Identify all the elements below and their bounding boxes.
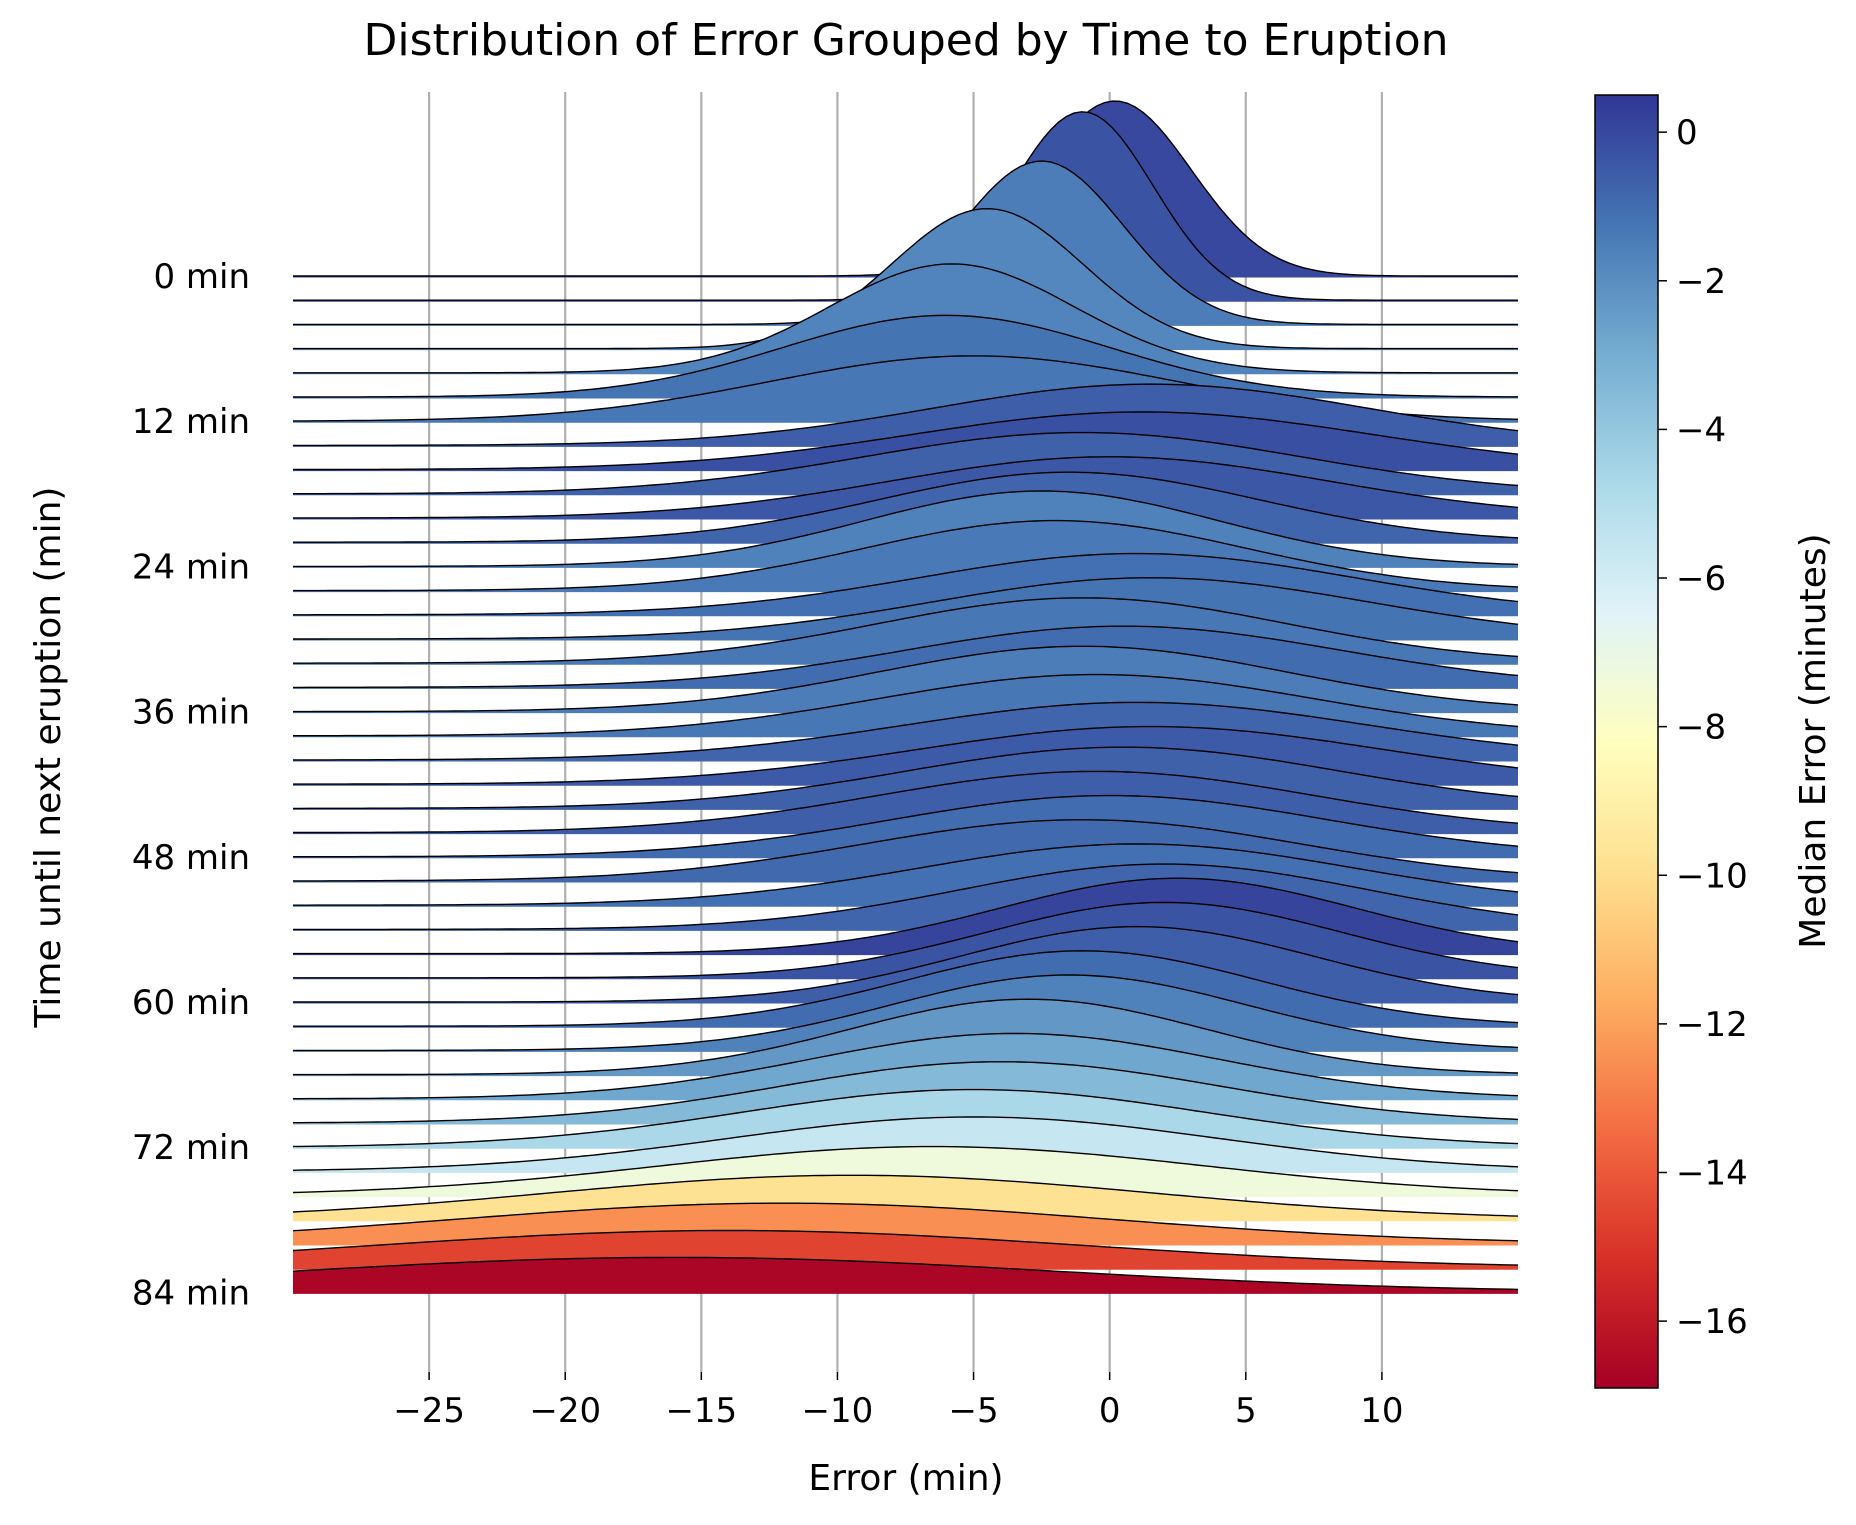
ridge-76-min [292,1145,1519,1198]
x-tick-label: 0 [1099,1391,1121,1431]
x-tick-label: 10 [1360,1391,1403,1431]
ridge-66-min [293,998,1519,1077]
y-tick-label: 60 min [132,983,250,1023]
colorbar-tick-label: 0 [1676,113,1698,153]
ridge-outline [293,1088,1519,1148]
ridge-outline [293,1061,1519,1124]
ridge-outline [293,207,1518,350]
ridge-outline [293,701,1519,761]
colorbar-tick-label: −14 [1676,1154,1748,1194]
ridge-outline [292,1229,1519,1266]
ridge-outline [293,925,1519,1003]
ridge-outline [293,383,1519,447]
ridge-outline [293,998,1519,1076]
ridge-outline [293,411,1519,471]
ridge-74-min [292,1116,1519,1173]
ridge-outline [292,1145,1519,1194]
ridge-outline [293,552,1519,616]
ridge-outline [293,519,1519,592]
ridge-outline [293,794,1519,858]
y-tick-label: 72 min [132,1128,250,1168]
ridge-outline [293,746,1519,810]
x-tick-label: −15 [665,1391,737,1431]
colorbar-bar [1594,94,1659,1389]
ridge-outline [292,1174,1519,1217]
ridge-outline [293,770,1519,834]
ridge-outline [293,431,1519,495]
ridge-outline [293,1032,1519,1100]
x-tick-label: 5 [1235,1391,1257,1431]
ridge-outline [293,597,1519,664]
y-tick-label: 84 min [132,1273,250,1313]
ridge-outline [293,456,1519,519]
chart-title: Distribution of Error Grouped by Time to… [363,15,1448,66]
ridge-outline [293,843,1519,906]
ridge-outline [293,490,1519,568]
colorbar-tick-label: −8 [1676,708,1726,748]
ridge-outline [293,625,1519,689]
ridge-outline [293,863,1519,931]
ridge-84-min [292,1256,1519,1294]
ridge-outline [293,974,1519,1052]
colorbar-ticks: 0 −2 −4 −6 −8 −10 −12 −14 −16 [1658,113,1748,1342]
y-tick-label: 48 min [132,838,250,878]
ridge-outline [293,577,1519,640]
colorbar-tick-label: −4 [1676,410,1726,450]
colorbar-tick-label: −2 [1676,262,1726,302]
x-tick-label: −5 [948,1391,998,1431]
y-axis-label: Time until next eruption (min) [28,487,69,1029]
ridge-10-min [293,314,1518,399]
y-axis-ticks: 0 min 12 min 24 min 36 min 48 min 60 min 72 mi… [132,257,250,1313]
colorbar-tick-label: −12 [1676,1005,1748,1045]
ridge-fill [293,101,1518,278]
ridge-fill [293,1117,1518,1173]
y-tick-label: 0 min [153,257,250,297]
x-tick-label: −25 [393,1391,465,1431]
x-axis-ticks: −25 −20 −15 −10 −5 0 5 10 [393,1372,1404,1431]
ridge-outline [293,819,1519,882]
y-tick-label: 24 min [132,547,250,587]
ridge-fill [293,315,1518,399]
ridge-outline [292,1116,1519,1171]
ridge-outline [293,645,1519,713]
x-axis-label: Error (min) [808,1458,1003,1499]
colorbar-label: Median Error (minutes) [1793,533,1834,948]
ridge-outline [293,673,1519,737]
ridge-outline [293,877,1519,955]
x-tick-label: −20 [529,1391,601,1431]
ridge-outline [293,314,1518,398]
ridge-outline [293,950,1519,1027]
colorbar-tick-label: −6 [1676,559,1726,599]
ridge-outline [293,100,1518,277]
colorbar: 0 −2 −4 −6 −8 −10 −12 −14 −16 Median Error (minu… [1594,94,1834,1389]
ridge-fill [293,1257,1518,1294]
ridge-outline [293,263,1518,374]
x-tick-label: −10 [802,1391,874,1431]
ridge-outline [292,1202,1519,1242]
ridge-fill [293,1146,1518,1198]
ridge-outline [293,901,1519,979]
y-tick-label: 12 min [132,402,250,442]
ridge-outline [293,471,1519,543]
ridge-outline [292,1256,1519,1291]
y-tick-label: 36 min [132,693,250,733]
colorbar-tick-label: −16 [1676,1302,1748,1342]
ridge-fill [293,999,1518,1077]
colorbar-tick-label: −10 [1676,856,1748,896]
ridge-outline [293,725,1519,785]
ridges [292,100,1519,1294]
